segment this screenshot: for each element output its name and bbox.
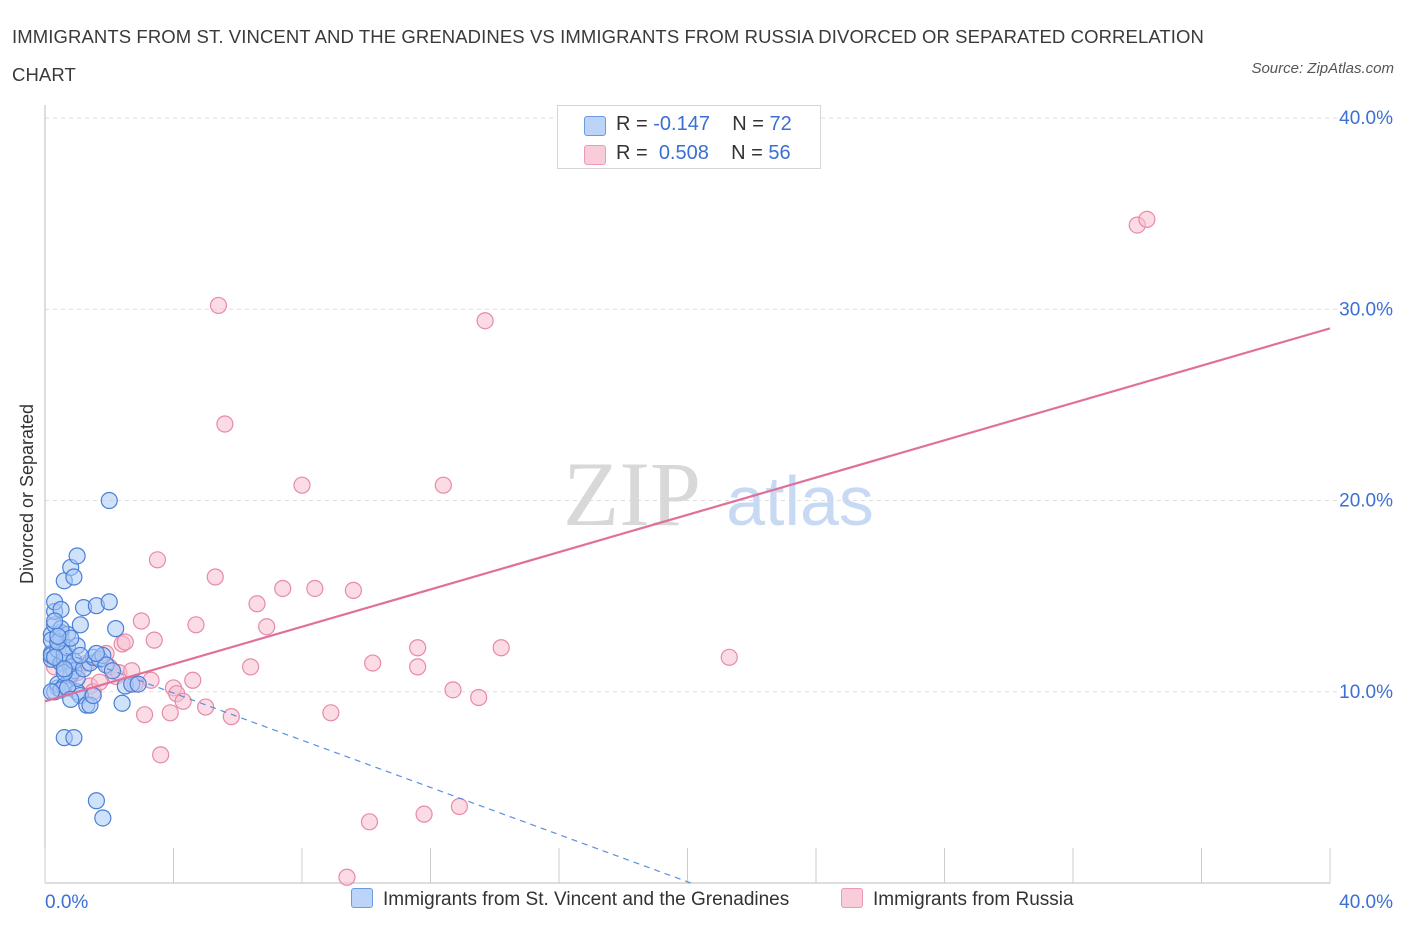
y-tick-label: 20.0% (1339, 491, 1393, 512)
y-tick-label: 40.0% (1339, 108, 1393, 129)
r-value-russia: 0.508 (658, 142, 709, 164)
russia-point (209, 296, 228, 315)
n-value-russia: 56 (768, 142, 791, 164)
russia-point (152, 746, 170, 764)
russia-point (344, 581, 362, 599)
russia-point (409, 658, 427, 676)
russia-point (187, 616, 205, 634)
russia-point (184, 671, 202, 689)
svg-point (65, 568, 83, 586)
russia-point (135, 706, 154, 724)
svg-point (49, 627, 67, 645)
x-tick-label: 40.0% (1339, 892, 1393, 913)
russia-point (242, 658, 260, 676)
russia-point (293, 476, 311, 494)
n-label: N = (732, 113, 764, 135)
watermark-zip: ZIP (563, 443, 701, 545)
russia-point (450, 797, 469, 816)
russia-point (338, 868, 356, 886)
y-tick-label: 10.0% (1339, 682, 1393, 703)
russia-point (364, 654, 382, 672)
r-label: R = (616, 113, 648, 135)
russia-point (161, 704, 179, 722)
svg-point (71, 646, 89, 665)
r-value-svg: -0.147 (653, 113, 710, 135)
chart-title: IMMIGRANTS FROM ST. VINCENT AND THE GREN… (12, 26, 1204, 85)
russia-trend-line (44, 327, 1331, 703)
svg-point (46, 612, 64, 630)
bottom-legend-swatch-pink (841, 888, 863, 908)
bottom-legend-svg: Immigrants from St. Vincent and the Gren… (351, 888, 789, 911)
svg-point (107, 620, 125, 638)
svg-point (71, 616, 89, 634)
watermark-atlas: atlas (726, 462, 874, 540)
svg-point (87, 792, 106, 810)
x-tick-labels: 0.0% 40.0% (45, 892, 1393, 913)
axes (44, 105, 1331, 884)
svg-point (87, 644, 106, 663)
russia-point (492, 639, 510, 657)
bottom-legend-label-svg: Immigrants from St. Vincent and the Gren… (383, 889, 790, 910)
russia-point (174, 692, 192, 710)
russia-point (116, 633, 134, 651)
bottom-legend-label-russia: Immigrants from Russia (873, 889, 1074, 910)
bottom-legend-russia: Immigrants from Russia (841, 888, 1074, 911)
y-axis-label: Divorced or Separated (17, 404, 37, 584)
svg-point (65, 729, 83, 747)
svg-point (94, 809, 112, 827)
russia-point (145, 631, 163, 649)
svg-point (129, 675, 147, 693)
russia-point (274, 579, 292, 598)
russia-point (360, 813, 379, 831)
svg-points (42, 491, 147, 827)
svg-trend-line (44, 645, 691, 884)
bottom-legend-swatch-blue (351, 888, 373, 908)
russia-point (306, 579, 324, 598)
watermark: ZIP atlas (563, 443, 874, 545)
russia-point (444, 681, 462, 699)
y-tick-label: 30.0% (1339, 299, 1393, 320)
grid-lines (45, 117, 1340, 693)
russia-point (248, 595, 266, 613)
russia-point (222, 708, 240, 726)
legend-swatch-blue (584, 116, 606, 136)
correlation-legend: R = -0.147 N = 72 R = 0.508 N = 56 (557, 105, 821, 169)
n-label: N = (731, 142, 763, 164)
russia-point (720, 648, 738, 666)
russia-point (258, 618, 276, 636)
r-label: R = (616, 142, 648, 164)
svg-point (100, 593, 118, 611)
russia-point (409, 639, 427, 657)
n-value-svg: 72 (769, 113, 792, 135)
russia-point (470, 688, 488, 707)
russia-point (434, 476, 452, 494)
legend-swatch-pink (584, 145, 606, 165)
russia-point (132, 612, 150, 630)
russia-point (206, 568, 224, 586)
svg-point (68, 547, 86, 565)
russia-point (415, 805, 433, 823)
russia-point (216, 415, 234, 433)
russia-point (476, 312, 494, 330)
source-label: Source: ZipAtlas.com (1251, 60, 1394, 77)
y-tick-labels: 10.0% 20.0% 30.0% 40.0% (1339, 108, 1393, 703)
x-tick-label: 0.0% (45, 892, 88, 913)
russia-point (148, 551, 167, 569)
svg-point (113, 694, 131, 712)
svg-point (100, 491, 118, 510)
trend-lines (44, 327, 1331, 884)
russia-point (322, 704, 340, 722)
svg-point (55, 660, 73, 678)
russia-points (46, 210, 1156, 886)
russia-point (1138, 210, 1156, 228)
